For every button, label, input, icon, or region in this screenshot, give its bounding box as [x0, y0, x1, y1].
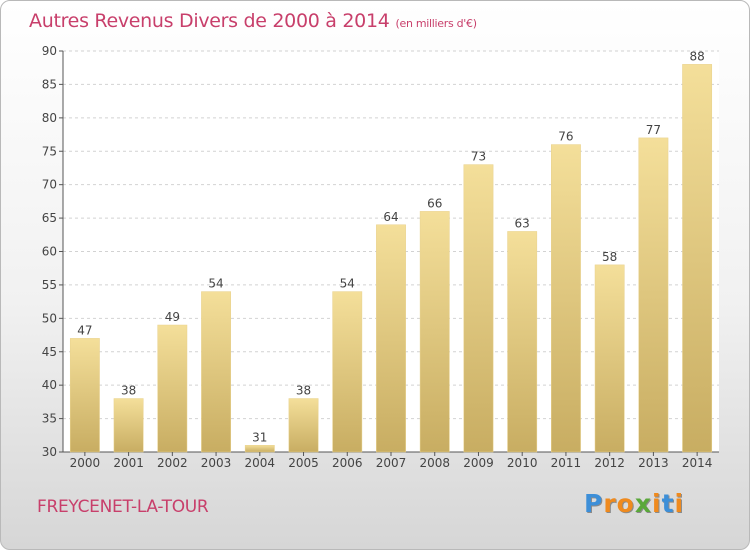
- bar-value-label: 54: [340, 277, 355, 291]
- bar-value-label: 49: [165, 310, 180, 324]
- bar: [594, 264, 625, 453]
- x-tick-label: 2014: [682, 456, 713, 470]
- bar-value-label: 88: [689, 49, 704, 63]
- y-tick-label: 80: [42, 111, 57, 125]
- bar-value-label: 38: [121, 384, 136, 398]
- brand-letter: o: [616, 489, 635, 518]
- x-tick-label: 2007: [376, 456, 407, 470]
- brand-letter: t: [661, 489, 675, 518]
- brand-letter: i: [652, 489, 662, 518]
- bar: [682, 64, 713, 453]
- x-tick-label: 2000: [70, 456, 101, 470]
- commune-name: FREYCENET-LA-TOUR: [37, 497, 209, 517]
- brand-letter: r: [603, 489, 617, 518]
- x-tick-label: 2004: [245, 456, 276, 470]
- x-tick-label: 2002: [157, 456, 188, 470]
- chart-title-text: Autres Revenus Divers de 2000 à 2014: [29, 10, 390, 32]
- x-tick-label: 2010: [507, 456, 538, 470]
- brand-logo: Proxiti: [584, 489, 684, 518]
- y-tick-label: 50: [42, 311, 57, 325]
- x-tick-label: 2001: [113, 456, 144, 470]
- bar-value-label: 77: [646, 123, 661, 137]
- bar-value-label: 66: [427, 196, 442, 210]
- bar-value-label: 73: [471, 150, 486, 164]
- y-tick-label: 30: [42, 445, 57, 459]
- y-tick-label: 90: [42, 44, 57, 58]
- bar-value-label: 58: [602, 250, 617, 264]
- bar: [113, 398, 144, 453]
- x-tick-label: 2006: [332, 456, 363, 470]
- bar: [419, 211, 450, 453]
- bar-value-label: 64: [383, 210, 398, 224]
- x-tick-label: 2009: [463, 456, 494, 470]
- y-tick-label: 75: [42, 144, 57, 158]
- y-tick-label: 65: [42, 211, 57, 225]
- y-tick-label: 40: [42, 378, 57, 392]
- bar: [244, 445, 275, 453]
- x-tick-label: 2012: [594, 456, 625, 470]
- bar-value-label: 76: [558, 130, 573, 144]
- bar: [376, 224, 406, 453]
- y-tick-label: 55: [42, 278, 57, 292]
- x-tick-label: 2003: [201, 456, 232, 470]
- bar: [201, 291, 231, 453]
- x-tick-label: 2008: [419, 456, 450, 470]
- x-tick-label: 2011: [551, 456, 582, 470]
- y-tick-label: 60: [42, 245, 57, 259]
- bar-value-label: 54: [208, 277, 223, 291]
- x-tick-label: 2013: [638, 456, 669, 470]
- x-tick-label: 2005: [288, 456, 319, 470]
- bar-value-label: 63: [515, 216, 530, 230]
- brand-letter: P: [584, 489, 604, 518]
- bar-value-label: 31: [252, 430, 267, 444]
- bar-value-label: 47: [77, 323, 92, 337]
- brand-letter: x: [634, 489, 652, 518]
- bar: [332, 291, 363, 453]
- y-tick-label: 70: [42, 178, 57, 192]
- y-tick-label: 35: [42, 412, 57, 426]
- bar: [288, 398, 319, 453]
- bar: [551, 144, 581, 453]
- bar: [69, 338, 100, 453]
- bar: [638, 137, 669, 453]
- chart-title: Autres Revenus Divers de 2000 à 2014 (en …: [29, 10, 477, 32]
- bar: [463, 164, 494, 453]
- brand-letter: i: [674, 489, 685, 518]
- bar: [507, 231, 538, 453]
- chart-subtitle: (en milliers d'€): [395, 17, 477, 30]
- y-tick-label: 85: [42, 77, 57, 91]
- y-tick-label: 45: [42, 345, 57, 359]
- bar: [157, 324, 188, 453]
- bar-value-label: 38: [296, 384, 311, 398]
